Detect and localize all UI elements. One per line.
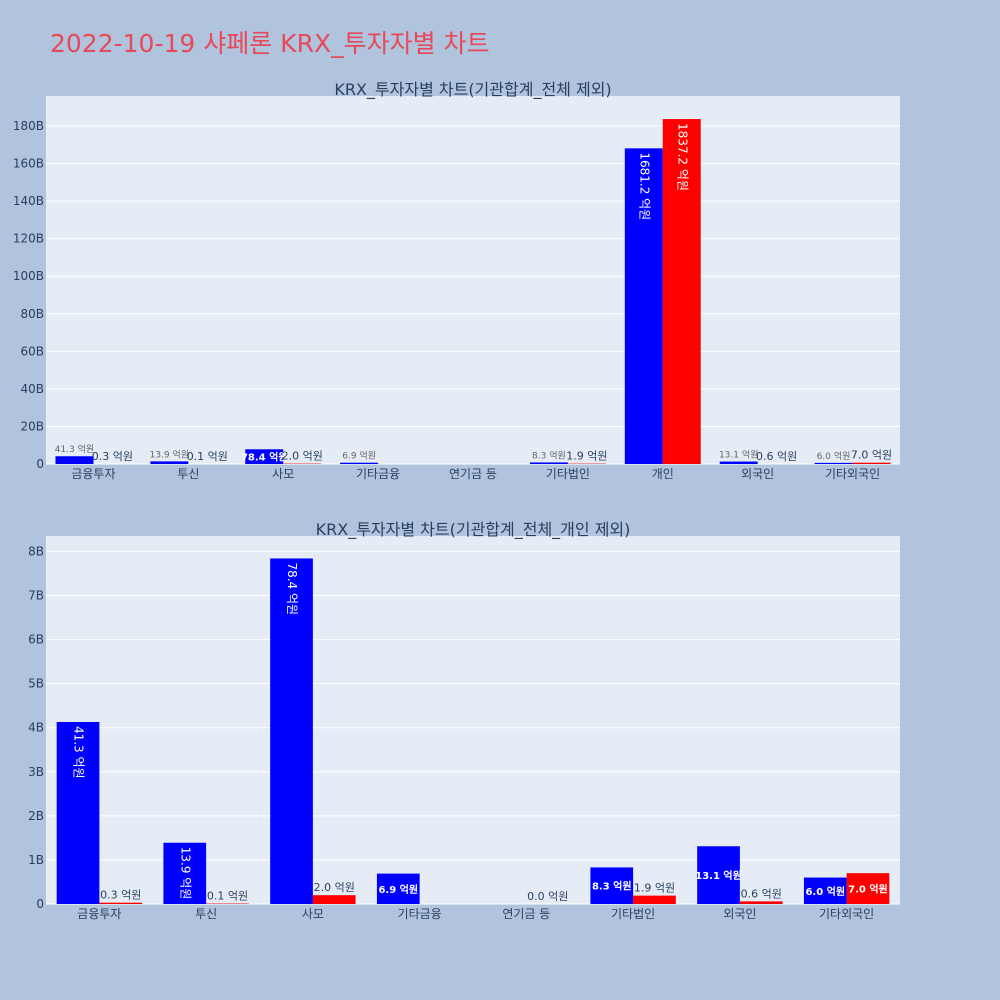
y-tick-label: 4B bbox=[28, 721, 44, 735]
x-tick-label: 기타외국인 bbox=[825, 467, 880, 481]
bar bbox=[270, 558, 313, 904]
bar-value-label: 78.4 억원 bbox=[285, 562, 299, 615]
bar-value-label: 0.6 억원 bbox=[756, 450, 797, 463]
bar bbox=[56, 721, 100, 904]
bar-value-label: 13.9 억원 bbox=[178, 847, 192, 900]
bar bbox=[697, 846, 740, 904]
bar bbox=[529, 462, 568, 464]
chart-krx-investors-excluding-institutions: KRX_투자자별 차트(기관합계_전체 제외) 0 20B 40B 60B 80B 100B… bbox=[13, 80, 900, 481]
y-tick-label: 180B bbox=[13, 119, 44, 133]
y-tick-label: 2B bbox=[28, 809, 44, 823]
y-tick-label: 60B bbox=[20, 344, 44, 358]
bar bbox=[624, 148, 663, 464]
plot-area bbox=[46, 536, 900, 904]
bar-value-label: 0.6 억원 bbox=[741, 887, 782, 900]
bar-value-label: 0.3 억원 bbox=[100, 889, 141, 902]
bar bbox=[852, 462, 891, 464]
y-tick-label: 160B bbox=[13, 157, 44, 171]
x-tick-label: 기타법인 bbox=[546, 467, 590, 481]
bar-value-label: 0.3 억원 bbox=[92, 450, 133, 463]
bar bbox=[739, 901, 783, 904]
bar-value-label: 7.0 억원 bbox=[851, 449, 892, 462]
x-tick-label: 금융투자 bbox=[77, 907, 121, 921]
y-tick-label: 0 bbox=[36, 897, 44, 911]
y-tick-label: 1B bbox=[28, 853, 44, 867]
chart-krx-investors-excluding-individuals: KRX_투자자별 차트(기관합계_전체_개인 제외) 0 1B 2B 3B 4B 5B 6B 7… bbox=[28, 520, 900, 921]
bar-value-label: 6.0 억원 bbox=[805, 885, 845, 898]
y-tick-label: 3B bbox=[28, 765, 44, 779]
bar-value-label: 0.1 억원 bbox=[207, 890, 248, 903]
bar-value-label: 8.3 억원 bbox=[532, 449, 566, 461]
y-tick-label: 5B bbox=[28, 677, 44, 691]
bar bbox=[662, 119, 701, 464]
y-tick-label: 6B bbox=[28, 633, 44, 647]
bar-value-label: 6.9 억원 bbox=[378, 883, 418, 896]
x-tick-label: 기타법인 bbox=[611, 907, 655, 921]
bar-value-label: 0.1 억원 bbox=[187, 450, 228, 463]
x-tick-label: 연기금 등 bbox=[449, 467, 497, 481]
x-tick-label: 금융투자 bbox=[71, 467, 115, 481]
bar bbox=[312, 895, 356, 904]
bar-value-label: 0.0 억원 bbox=[527, 890, 568, 903]
bar bbox=[590, 867, 634, 904]
bar-value-label: 6.0 억원 bbox=[817, 450, 851, 462]
y-tick-label: 7B bbox=[28, 588, 44, 602]
bar bbox=[633, 895, 676, 904]
bar-value-label: 13.9 억원 bbox=[150, 448, 189, 460]
y-tick-label: 0 bbox=[36, 457, 44, 471]
chart-title: KRX_투자자별 차트(기관합계_전체 제외) bbox=[334, 80, 611, 100]
bar bbox=[376, 873, 420, 904]
x-tick-label: 기타금융 bbox=[398, 907, 442, 921]
bar bbox=[803, 877, 847, 904]
y-tick-label: 8B bbox=[28, 544, 44, 558]
x-tick-label: 외국인 bbox=[723, 907, 756, 921]
x-tick-label: 외국인 bbox=[741, 467, 774, 481]
bar bbox=[340, 462, 379, 464]
bar bbox=[150, 461, 189, 464]
bar-value-label: 1.9 억원 bbox=[566, 450, 607, 463]
bar-value-label: 7.0 억원 bbox=[848, 883, 888, 896]
x-tick-label: 개인 bbox=[652, 467, 674, 481]
bar bbox=[163, 842, 207, 904]
bar-value-label: 8.3 억원 bbox=[592, 880, 632, 893]
bar-value-label: 2.0 억원 bbox=[314, 881, 355, 894]
y-tick-label: 140B bbox=[13, 194, 44, 208]
bar-value-label: 78.4 억원 bbox=[241, 451, 288, 464]
bar-value-label: 1681.2 억원 bbox=[637, 152, 651, 220]
bar bbox=[814, 462, 853, 464]
plot-area bbox=[46, 96, 900, 464]
chart-title: KRX_투자자별 차트(기관합계_전체_개인 제외) bbox=[316, 520, 631, 540]
bar bbox=[55, 456, 94, 464]
x-tick-label: 투신 bbox=[177, 467, 199, 481]
y-tick-label: 100B bbox=[13, 269, 44, 283]
x-tick-label: 투신 bbox=[195, 907, 217, 921]
y-tick-label: 40B bbox=[20, 382, 44, 396]
bar-value-label: 13.1 억원 bbox=[695, 869, 742, 882]
bar-value-label: 2.0 억원 bbox=[282, 450, 323, 463]
x-tick-label: 기타금융 bbox=[356, 467, 400, 481]
x-tick-label: 기타외국인 bbox=[819, 907, 874, 921]
bar-value-label: 1837.2 억원 bbox=[675, 123, 689, 191]
x-tick-label: 사모 bbox=[272, 467, 294, 481]
y-tick-label: 20B bbox=[20, 419, 44, 433]
page-title: 2022-10-19 샤페론 KRX_투자자별 차트 bbox=[50, 29, 490, 58]
x-tick-label: 사모 bbox=[302, 907, 324, 921]
bar-value-label: 41.3 억원 bbox=[55, 443, 94, 455]
y-tick-label: 80B bbox=[20, 307, 44, 321]
bar bbox=[846, 873, 890, 904]
bar bbox=[719, 461, 758, 464]
y-tick-label: 120B bbox=[13, 232, 44, 246]
bar bbox=[245, 449, 284, 464]
bar bbox=[99, 902, 143, 904]
bar-value-label: 6.9 억원 bbox=[342, 450, 376, 462]
bar-value-label: 13.1 억원 bbox=[719, 449, 758, 461]
bar-value-label: 1.9 억원 bbox=[634, 882, 675, 895]
bar-value-label: 41.3 억원 bbox=[72, 726, 86, 779]
x-tick-label: 연기금 등 bbox=[502, 907, 550, 921]
